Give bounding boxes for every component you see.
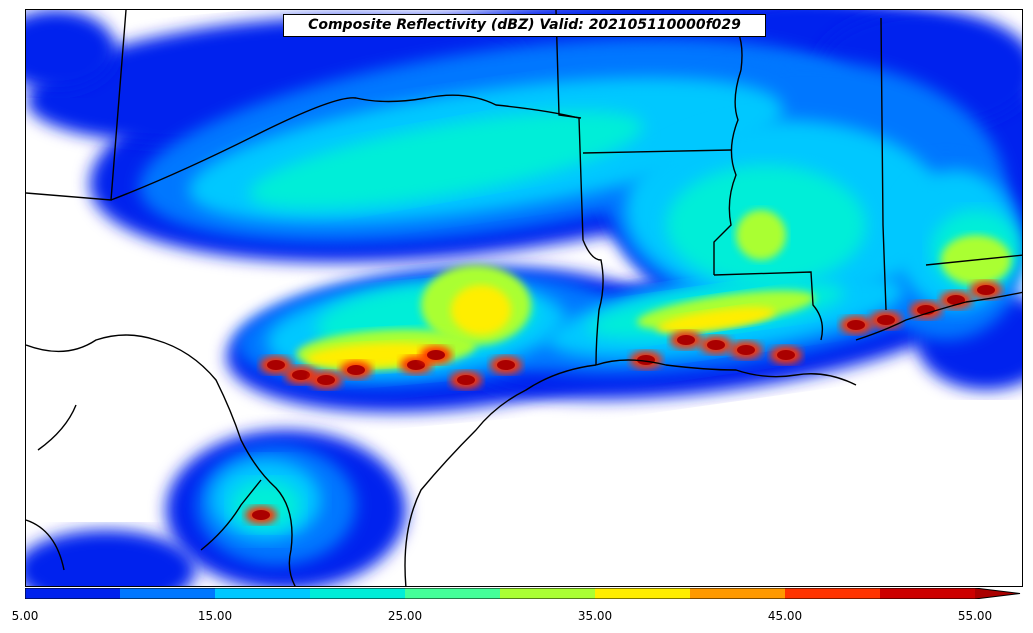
colorbar-cell [405,588,501,599]
colorbar-cell [120,588,216,599]
reflectivity-area [26,530,196,586]
reflectivity-area [497,360,515,370]
reflectivity-area [707,340,725,350]
reflectivity-area [248,111,644,209]
colorbar-cell [785,588,881,599]
colorbar-tick-label: 35.00 [577,609,613,623]
colorbar-tick-label: 25.00 [387,609,423,623]
colorbar-outline [25,588,1021,599]
reflectivity-area [292,370,310,380]
colorbar-tick-label: 55.00 [957,609,993,623]
colorbar-cell [215,588,311,599]
state-borders [26,10,1022,586]
reflectivity-area [252,510,270,520]
reflectivity-area [407,360,425,370]
map-panel [25,9,1023,587]
colorbar-cells [25,588,1021,599]
colorbar-cell [310,588,406,599]
colorbar [25,588,1021,599]
colorbar-tick-label: 45.00 [767,609,803,623]
map-title: Composite Reflectivity (dBZ) Valid: 2021… [283,14,766,37]
reflectivity-shading [26,10,1022,586]
colorbar-cell [595,588,691,599]
reflectivity-map [26,10,1022,586]
reflectivity-area [457,375,475,385]
colorbar-cell [500,588,596,599]
colorbar-tick-label: 15.00 [197,609,233,623]
reflectivity-area [877,315,895,325]
colorbar-cell [880,588,976,599]
reflectivity-area [26,10,116,90]
reflectivity-area [317,375,335,385]
reflectivity-area [451,285,511,335]
reflectivity-area [737,345,755,355]
colorbar-extend-arrow [975,588,1020,599]
reflectivity-area [656,307,776,333]
reflectivity-area [267,360,285,370]
colorbar-tick-label: 5.00 [11,609,39,623]
reflectivity-area [977,285,995,295]
reflectivity-area [847,320,865,330]
reflectivity-area [347,365,365,375]
reflectivity-area [777,350,795,360]
colorbar-cell [25,588,121,599]
reflectivity-area [736,210,786,260]
reflectivity-area [427,350,445,360]
reflectivity-area [677,335,695,345]
colorbar-cell [690,588,786,599]
reflectivity-area [947,295,965,305]
